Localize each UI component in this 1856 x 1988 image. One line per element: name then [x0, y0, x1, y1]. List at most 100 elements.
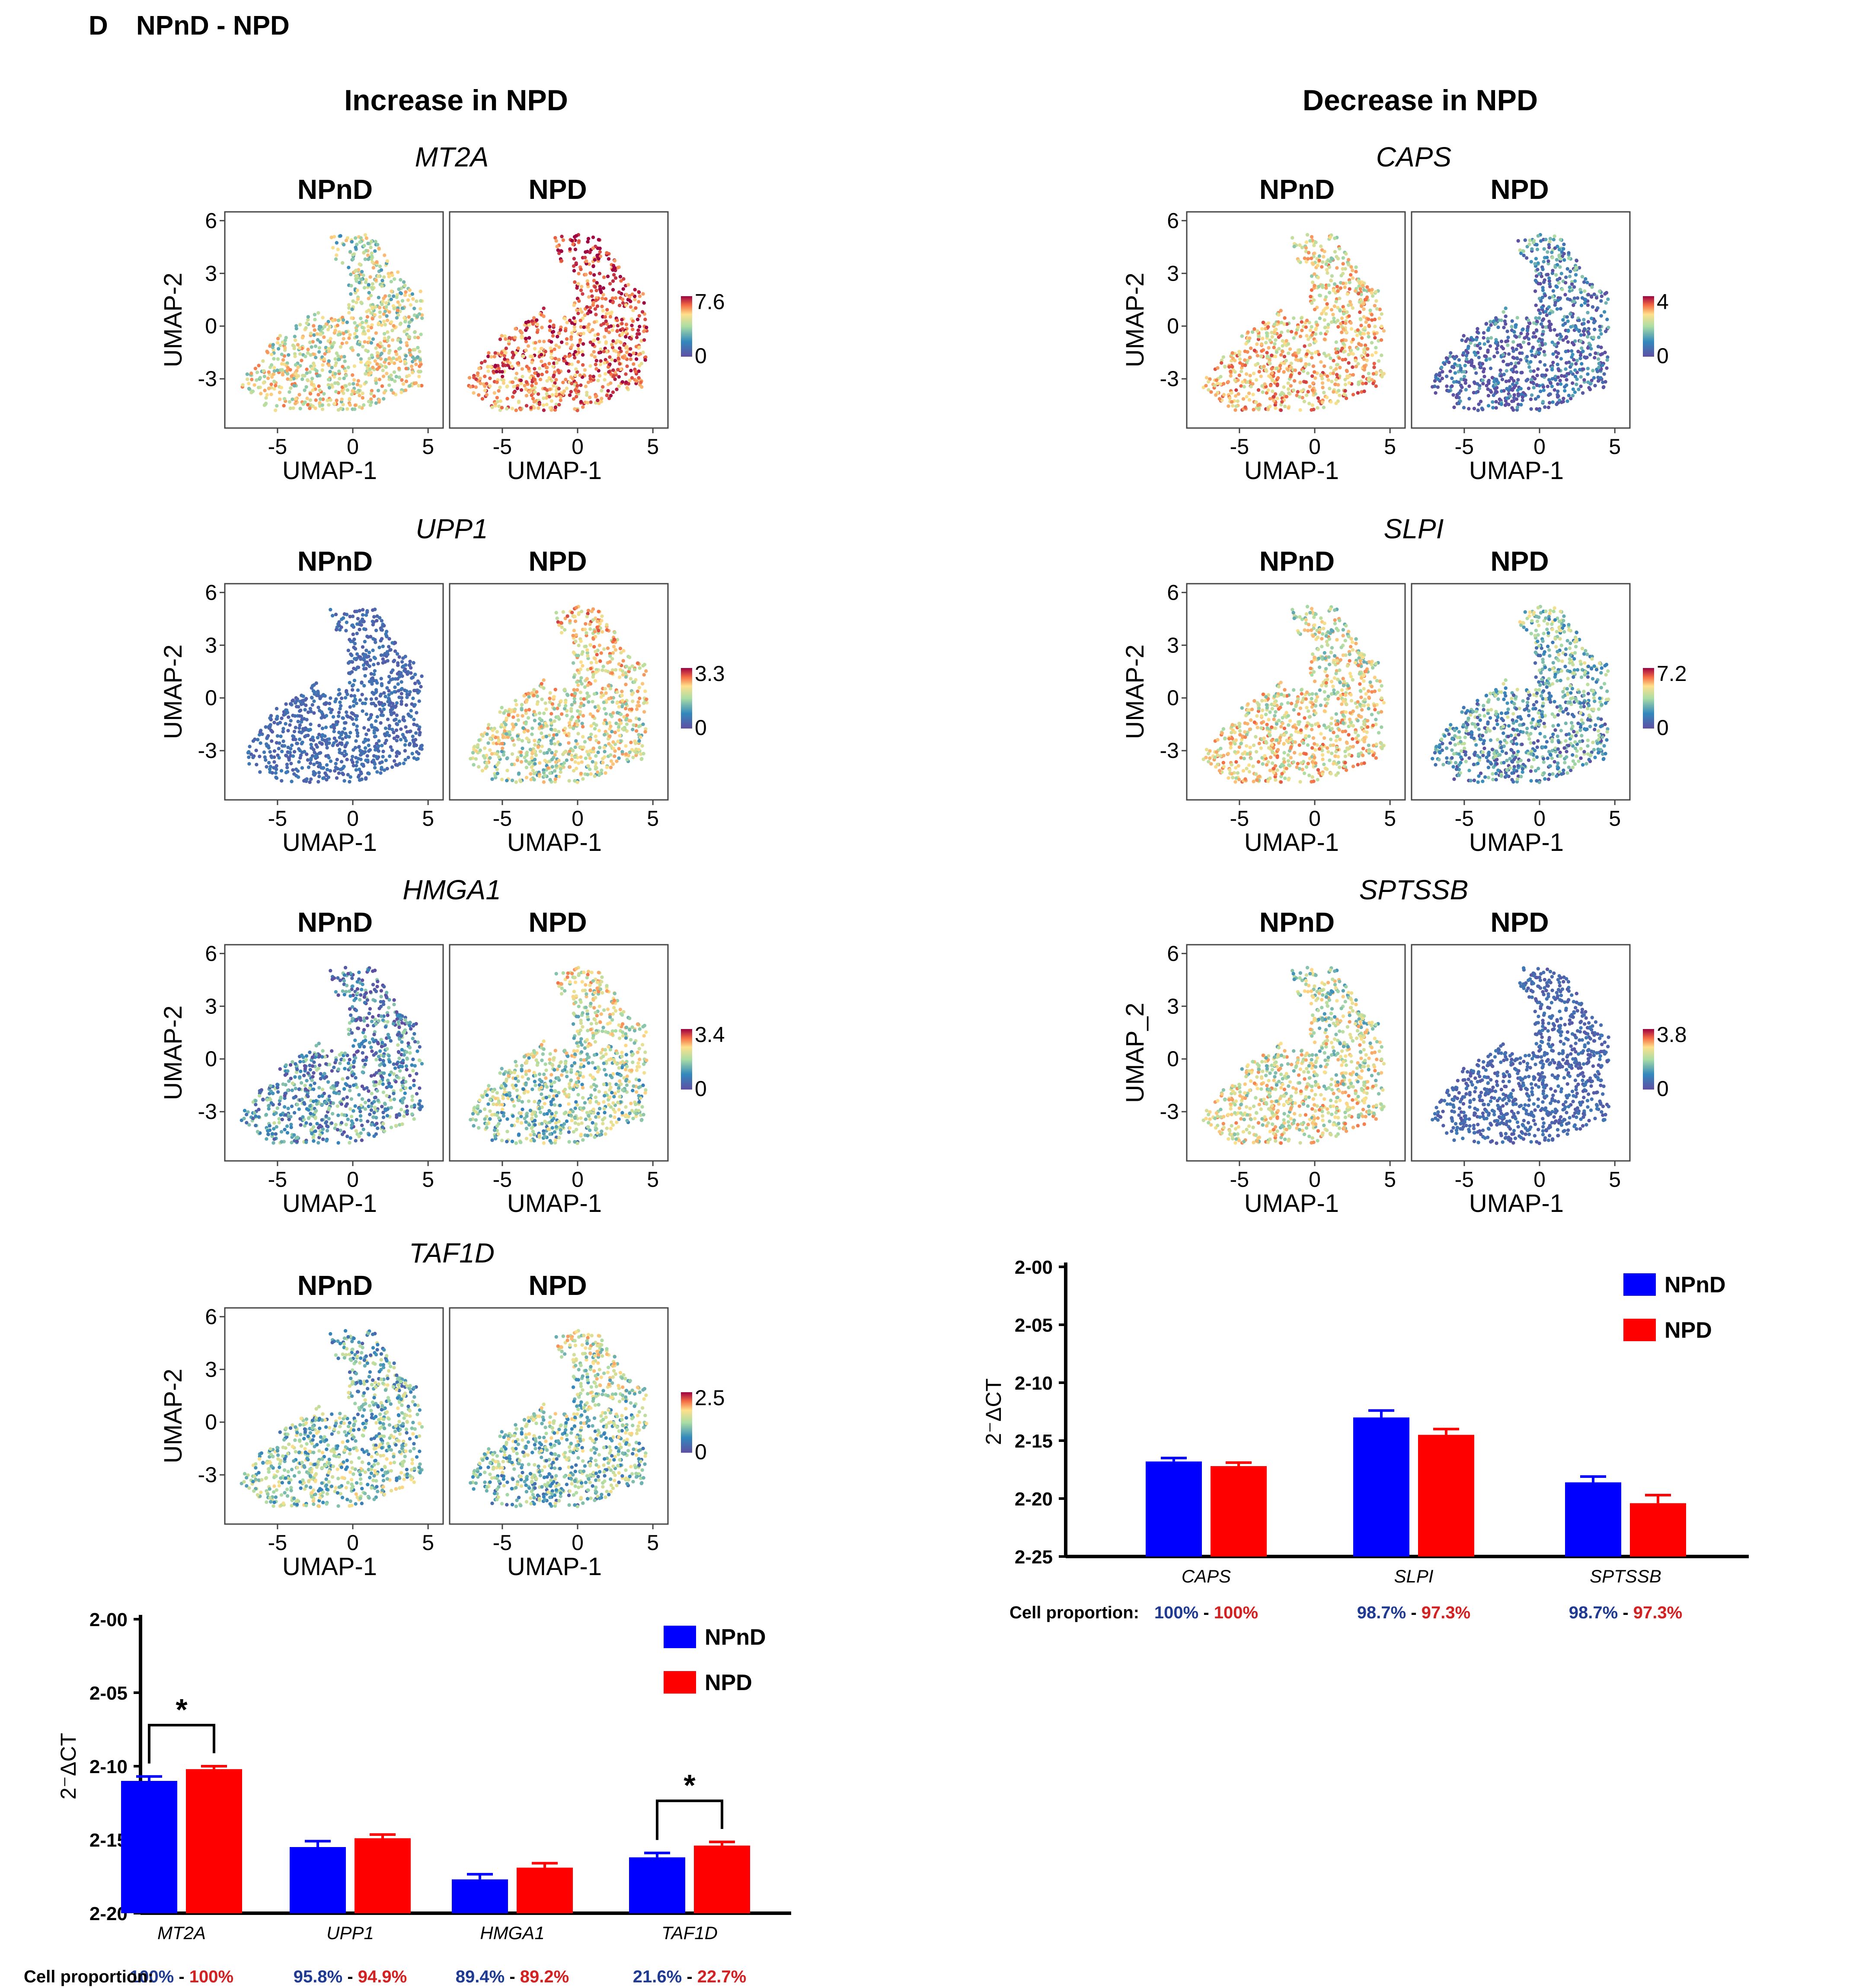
cell-point [602, 721, 606, 726]
cell-point [540, 744, 544, 748]
cell-point [381, 657, 385, 661]
cell-point [524, 404, 529, 408]
cell-point [361, 608, 365, 612]
cell-point [382, 1129, 387, 1133]
cell-point [318, 1063, 322, 1067]
cell-point [552, 384, 556, 388]
cell-point [374, 735, 377, 738]
cell-point [572, 650, 576, 654]
cell-point [572, 304, 576, 307]
cell-point [275, 734, 280, 738]
cell-point [595, 253, 599, 257]
cell-point [378, 341, 382, 345]
cell-point [504, 346, 508, 350]
cell-point [572, 700, 577, 704]
cell-point [355, 724, 359, 728]
cell-point [596, 332, 600, 336]
cell-point [375, 728, 379, 732]
cell-point [379, 639, 383, 643]
cell-point [296, 343, 300, 347]
cell-point [417, 727, 421, 731]
cell-point [364, 380, 368, 384]
cell-point [342, 754, 346, 758]
cell-point [548, 771, 552, 775]
cell-point [413, 703, 417, 707]
cell-point [404, 388, 408, 392]
cell-point [477, 393, 481, 397]
cell-point [315, 1102, 319, 1106]
cell-point [352, 1072, 356, 1076]
cell-point [586, 311, 590, 316]
cell-point [281, 1082, 285, 1086]
cell-point [548, 406, 552, 410]
cell-point [348, 681, 351, 685]
cell-point [414, 381, 418, 385]
cell-point [629, 357, 633, 361]
cell-point [392, 1062, 396, 1066]
cell-point [569, 717, 573, 721]
cell-point [379, 1074, 383, 1078]
cell-point [410, 318, 414, 322]
cell-point [372, 1073, 376, 1077]
cell-point [309, 332, 313, 336]
cell-point [615, 701, 619, 705]
cell-point [319, 751, 323, 755]
cell-point [355, 1017, 359, 1022]
cell-point [395, 352, 399, 356]
cell-point [626, 283, 630, 287]
cell-point [344, 238, 348, 243]
cell-point [312, 324, 316, 328]
cell-point [586, 694, 590, 699]
cell-point [358, 240, 362, 244]
cell-point [579, 701, 583, 706]
cell-point [377, 1019, 381, 1023]
cell-point [418, 299, 423, 303]
cell-point [313, 313, 317, 316]
cell-point [399, 390, 403, 394]
cell-point [295, 1139, 299, 1144]
cell-point [330, 1069, 334, 1073]
cell-point [611, 279, 615, 283]
cell-point [588, 1128, 592, 1132]
cell-point [574, 633, 578, 637]
cell-point [299, 1123, 303, 1127]
cell-point [407, 335, 412, 339]
cell-point [587, 295, 591, 299]
cell-point [358, 384, 363, 388]
cell-point [309, 761, 313, 765]
cell-point [576, 343, 580, 348]
cell-point [602, 700, 606, 704]
cell-point [322, 357, 326, 361]
cell-point [392, 1091, 396, 1096]
cell-point [348, 638, 351, 642]
cell-point [559, 398, 562, 402]
cell-point [306, 378, 310, 382]
cell-point [354, 997, 358, 1000]
cell-point [396, 682, 400, 686]
cell-point [378, 1079, 382, 1083]
cell-point [372, 663, 376, 667]
cell-point [564, 377, 568, 381]
cell-point [323, 1072, 326, 1076]
cell-point [396, 1014, 399, 1018]
cell-point [543, 1119, 547, 1124]
cell-point [272, 380, 276, 384]
cell-point [573, 407, 577, 411]
cell-point [514, 376, 518, 380]
cell-point [542, 686, 546, 690]
umap-xlabel: UMAP-1 [507, 828, 602, 857]
cell-point [578, 338, 582, 342]
cell-point [637, 369, 641, 373]
cell-point [372, 1053, 376, 1057]
cell-point [621, 727, 625, 731]
cell-point [417, 681, 421, 685]
cell-point [396, 313, 400, 317]
cell-point [290, 1104, 294, 1108]
cell-point [516, 737, 521, 741]
cell-point [408, 659, 412, 664]
cell-point [591, 300, 595, 305]
cell-point [369, 713, 373, 717]
cell-point [611, 368, 615, 372]
